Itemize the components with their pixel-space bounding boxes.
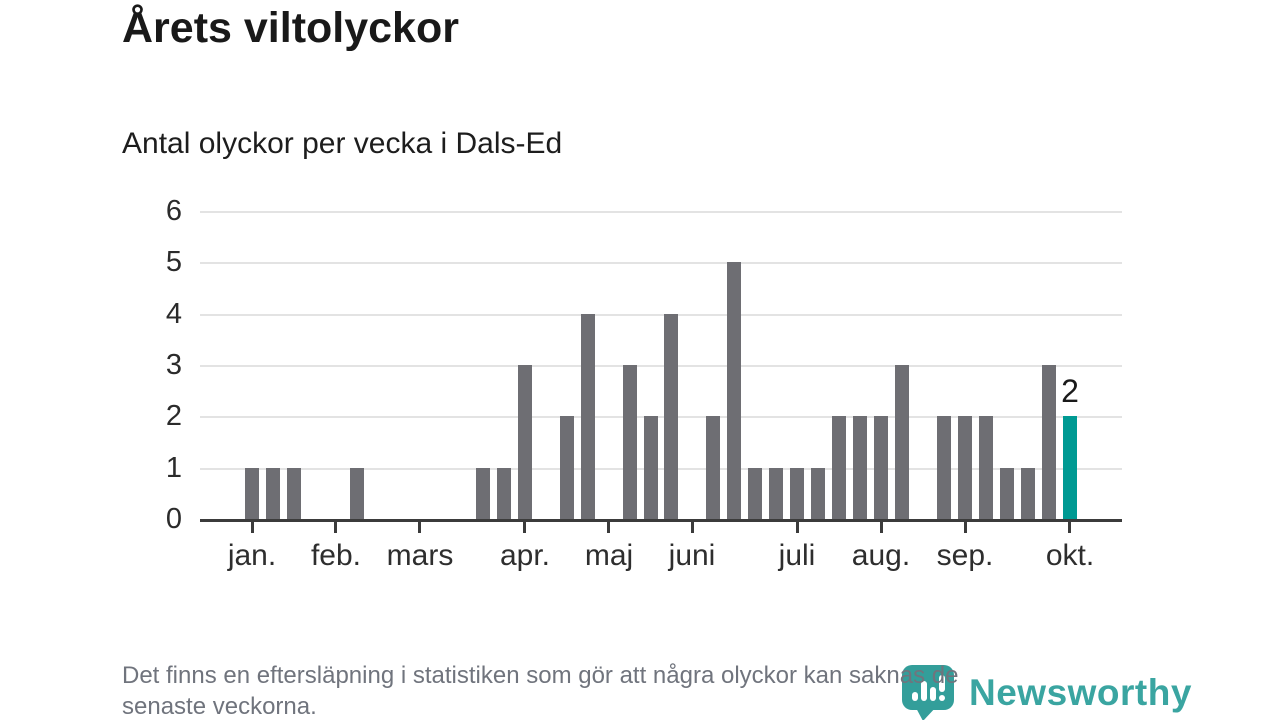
y-tick-label: 3 bbox=[165, 349, 182, 381]
x-axis-tick bbox=[334, 522, 337, 533]
gridline bbox=[200, 468, 1122, 470]
x-tick-label: feb. bbox=[310, 539, 362, 572]
footnote-line: senaste veckorna. bbox=[122, 693, 317, 720]
y-tick-label: 1 bbox=[165, 452, 182, 484]
bar bbox=[476, 468, 490, 519]
bar bbox=[769, 468, 783, 519]
x-tick-label: maj bbox=[584, 539, 634, 572]
bar bbox=[581, 314, 595, 519]
bar bbox=[1042, 365, 1056, 519]
x-axis-tick bbox=[964, 522, 967, 533]
bar bbox=[853, 416, 867, 519]
gridline bbox=[200, 211, 1122, 213]
bar bbox=[497, 468, 511, 519]
bar bbox=[266, 468, 280, 519]
bar bbox=[1000, 468, 1014, 519]
bar bbox=[350, 468, 364, 519]
bar bbox=[706, 416, 720, 519]
x-tick-label: apr. bbox=[499, 539, 551, 572]
x-tick-label: juni bbox=[668, 539, 716, 572]
page-title: Årets viltolyckor bbox=[122, 4, 459, 52]
bar bbox=[623, 365, 637, 519]
newsworthy-logo-text: Newsworthy bbox=[969, 671, 1192, 713]
x-axis-tick bbox=[523, 522, 526, 533]
bar bbox=[790, 468, 804, 519]
gridline bbox=[200, 314, 1122, 316]
x-tick-label: okt. bbox=[1045, 539, 1095, 572]
footnote: Det finns en eftersläpning i statistiken… bbox=[122, 660, 958, 720]
y-tick-label: 6 bbox=[165, 195, 182, 227]
x-axis-tick bbox=[796, 522, 799, 533]
x-axis-tick bbox=[251, 522, 254, 533]
bar bbox=[958, 416, 972, 519]
x-axis-tick bbox=[1068, 522, 1071, 533]
x-tick-label: mars bbox=[386, 539, 454, 572]
gridline bbox=[200, 416, 1122, 418]
y-tick-label: 4 bbox=[165, 298, 182, 330]
x-axis-tick bbox=[418, 522, 421, 533]
highlight-value-label: 2 bbox=[1061, 373, 1079, 409]
bar bbox=[727, 262, 741, 519]
x-axis-tick bbox=[607, 522, 610, 533]
bar bbox=[644, 416, 658, 519]
x-tick-label: juli bbox=[778, 539, 816, 572]
y-tick-label: 5 bbox=[165, 246, 182, 278]
x-tick-label: sep. bbox=[936, 539, 994, 572]
bar bbox=[832, 416, 846, 519]
bar bbox=[664, 314, 678, 519]
bar bbox=[979, 416, 993, 519]
gridline bbox=[200, 365, 1122, 367]
x-axis-tick bbox=[880, 522, 883, 533]
bar bbox=[937, 416, 951, 519]
newsworthy-logo: Newsworthy bbox=[901, 664, 1192, 720]
bar bbox=[748, 468, 762, 519]
bar bbox=[518, 365, 532, 519]
x-axis-tick bbox=[691, 522, 694, 533]
bar bbox=[245, 468, 259, 519]
y-tick-label: 2 bbox=[165, 400, 182, 432]
bar bbox=[895, 365, 909, 519]
chart-subtitle: Antal olyckor per vecka i Dals-Ed bbox=[122, 127, 563, 160]
bar bbox=[874, 416, 888, 519]
bar bbox=[560, 416, 574, 519]
footnote-line: Det finns en eftersläpning i statistiken… bbox=[122, 662, 959, 689]
x-tick-label: aug. bbox=[851, 539, 911, 572]
plot-area: jan. feb. mars apr. maj juni juli aug. sep. okt. 2 bbox=[200, 211, 1122, 572]
bar bbox=[1021, 468, 1035, 519]
gridline bbox=[200, 262, 1122, 264]
bar-highlighted bbox=[1063, 416, 1077, 519]
x-tick-label: jan. bbox=[227, 539, 277, 572]
bar bbox=[811, 468, 825, 519]
newsworthy-logo-icon bbox=[902, 665, 954, 720]
y-tick-label: 0 bbox=[165, 503, 182, 535]
bar bbox=[287, 468, 301, 519]
